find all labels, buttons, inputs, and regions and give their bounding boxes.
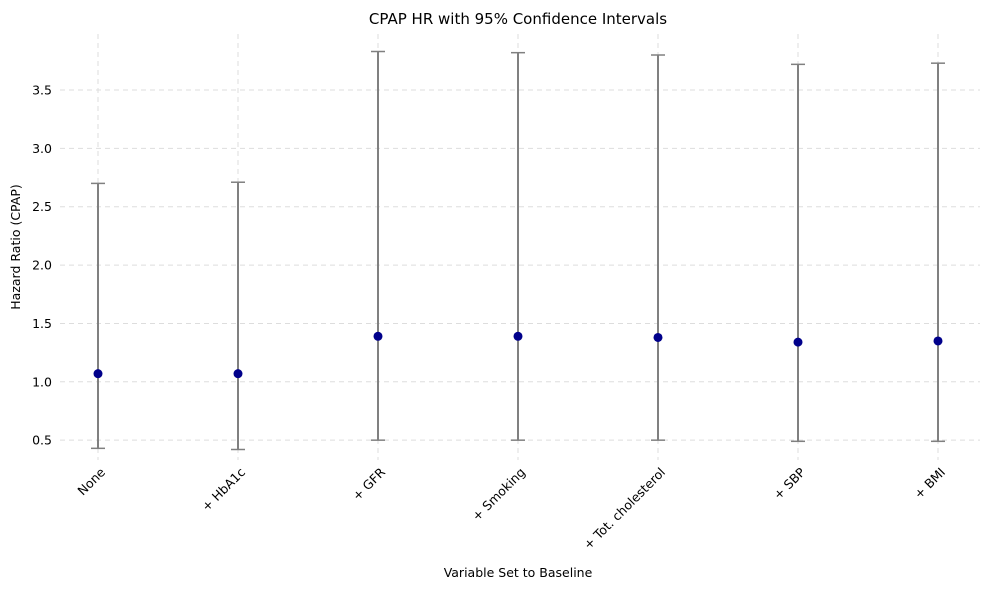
x-tick-labels: None + HbA1c + GFR + Smoking + Tot. choleste…: [74, 464, 948, 552]
point-layer: [93, 331, 943, 379]
data-point: [653, 332, 663, 342]
y-tick-label: 1.0: [32, 374, 52, 389]
y-tick-labels: 0.5 1.0 1.5 2.0 2.5 3.0 3.5: [32, 83, 52, 448]
data-point: [93, 369, 103, 379]
data-point: [513, 331, 523, 341]
x-tick-label: + HbA1c: [199, 464, 249, 514]
y-tick-label: 2.5: [32, 199, 52, 214]
x-tick-label: + SBP: [770, 464, 808, 502]
x-tick-label: None: [74, 464, 108, 498]
data-point: [933, 336, 943, 346]
grid-layer: [60, 34, 980, 460]
y-tick-label: 0.5: [32, 433, 52, 448]
chart-title: CPAP HR with 95% Confidence Intervals: [369, 10, 667, 28]
y-tick-label: 1.5: [32, 316, 52, 331]
data-point: [233, 369, 243, 379]
x-tick-label: + BMI: [911, 465, 948, 502]
data-point: [793, 337, 803, 347]
x-tick-label: + Smoking: [469, 465, 528, 524]
y-tick-label: 3.0: [32, 141, 52, 156]
y-tick-label: 3.5: [32, 83, 52, 98]
data-point: [373, 331, 383, 341]
y-tick-label: 2.0: [32, 258, 52, 273]
x-tick-label: + GFR: [349, 464, 388, 503]
y-axis-label: Hazard Ratio (CPAP): [8, 184, 23, 309]
errorbar-layer: [91, 50, 945, 451]
x-tick-label: + Tot. cholesterol: [580, 465, 668, 553]
x-axis-label: Variable Set to Baseline: [444, 565, 593, 580]
